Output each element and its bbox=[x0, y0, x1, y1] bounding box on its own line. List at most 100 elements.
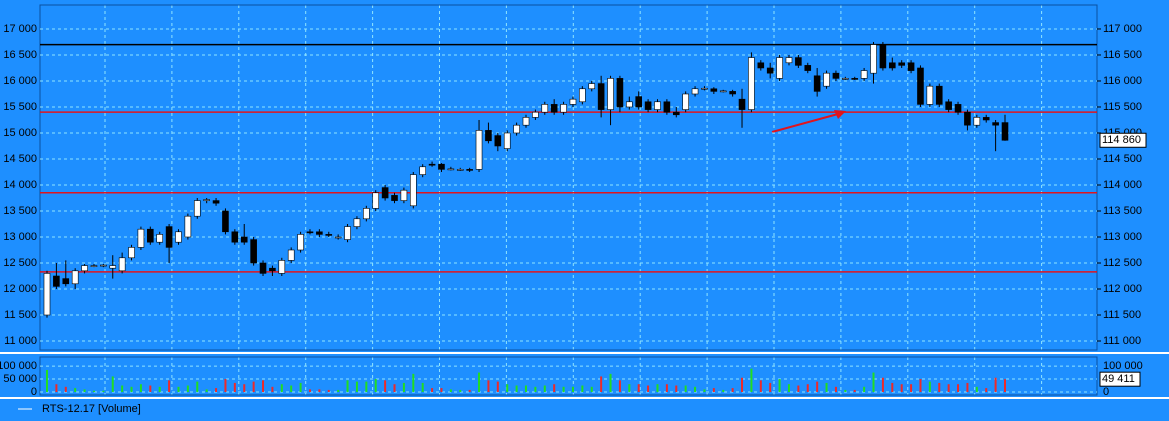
candle-body bbox=[90, 265, 98, 267]
volume-bar bbox=[168, 380, 171, 392]
volume-bar bbox=[449, 389, 452, 392]
candle-body bbox=[184, 215, 192, 238]
volume-bar bbox=[355, 381, 358, 392]
volume-bar bbox=[994, 377, 997, 392]
volume-bar bbox=[318, 389, 321, 392]
candle-body bbox=[381, 187, 389, 199]
volume-bar bbox=[186, 385, 189, 392]
candle-body bbox=[776, 57, 783, 79]
volume-bar bbox=[74, 388, 77, 392]
y2-tick-label: 115 500 bbox=[1103, 101, 1142, 113]
y2-tick-label: 113 500 bbox=[1103, 205, 1142, 217]
y2-tick-label: 114 500 bbox=[1103, 153, 1142, 165]
last-price-label: 114 860 bbox=[1102, 134, 1141, 146]
candle-body bbox=[579, 88, 586, 103]
y-tick-label: 16 000 bbox=[3, 75, 37, 87]
volume-bar bbox=[919, 379, 922, 392]
candle-body bbox=[832, 72, 840, 79]
volume-bar bbox=[271, 386, 274, 392]
candle-body bbox=[494, 135, 502, 147]
candle-body bbox=[485, 130, 492, 142]
volume-bar bbox=[280, 384, 283, 392]
volume-bar bbox=[637, 384, 640, 392]
candle-body bbox=[626, 101, 633, 108]
annotation-arrow bbox=[771, 113, 839, 133]
candle-body bbox=[231, 231, 239, 243]
candle-body bbox=[222, 210, 229, 233]
y-tick-label: 12 000 bbox=[3, 283, 37, 295]
volume-bar bbox=[412, 373, 415, 392]
candle-body bbox=[842, 78, 849, 80]
candle-body bbox=[691, 88, 699, 95]
volume-bar bbox=[731, 388, 734, 392]
candle-body bbox=[363, 208, 370, 220]
y-tick-label: 17 000 bbox=[3, 23, 37, 35]
candle-body bbox=[588, 83, 596, 90]
candle-body bbox=[607, 78, 614, 110]
candle-body bbox=[879, 44, 887, 69]
candle-body bbox=[532, 111, 539, 118]
candle-body bbox=[804, 65, 812, 71]
volume-bar bbox=[496, 381, 499, 392]
candle-body bbox=[785, 57, 793, 64]
y-tick-label: 14 000 bbox=[3, 179, 37, 191]
candle-body bbox=[851, 78, 859, 80]
volume-bar bbox=[900, 384, 903, 392]
y2-tick-label: 112 000 bbox=[1103, 283, 1142, 295]
last-volume-label: 49 411 bbox=[1102, 373, 1135, 385]
y2-tick-label: 114 000 bbox=[1103, 179, 1142, 191]
candle-body bbox=[438, 163, 445, 170]
candle-body bbox=[973, 117, 981, 126]
candle-body bbox=[569, 98, 577, 105]
y2-tick-label: 116 000 bbox=[1103, 75, 1142, 87]
y-tick-label: 15 000 bbox=[3, 127, 37, 139]
volume-bar bbox=[525, 385, 527, 392]
volume-bar bbox=[196, 381, 199, 392]
volume-bar bbox=[600, 376, 603, 392]
candle-body bbox=[409, 174, 417, 207]
volume-bar bbox=[365, 381, 368, 392]
candle-body bbox=[297, 234, 304, 251]
plot-frame bbox=[39, 4, 1098, 351]
candle-body bbox=[672, 111, 680, 116]
volume-bar bbox=[252, 381, 255, 392]
candle-body bbox=[428, 163, 436, 166]
volume-bar bbox=[816, 381, 819, 392]
candle-body bbox=[419, 166, 426, 175]
volume-bar bbox=[337, 389, 340, 392]
volume-bar bbox=[402, 382, 405, 392]
candle-body bbox=[156, 234, 164, 243]
last-price-box bbox=[1099, 132, 1147, 148]
candle-body bbox=[954, 104, 962, 113]
volume-bar bbox=[139, 384, 142, 392]
candle-body bbox=[823, 72, 830, 87]
volume-bar bbox=[647, 385, 650, 392]
volume-bar bbox=[543, 385, 546, 392]
volume-bar bbox=[797, 385, 800, 392]
candle-body bbox=[456, 169, 464, 171]
volume-bar bbox=[863, 386, 866, 392]
candle-body bbox=[766, 67, 774, 74]
candle-body bbox=[269, 267, 276, 272]
y-tick-label: 0 bbox=[31, 386, 37, 398]
volume-bar bbox=[506, 384, 509, 392]
y-tick-label: 13 500 bbox=[3, 205, 37, 217]
candle-body bbox=[917, 67, 924, 105]
volume-bar bbox=[571, 386, 574, 392]
candle-body bbox=[325, 234, 333, 236]
volume-bar bbox=[694, 386, 697, 392]
candle-body bbox=[372, 192, 380, 209]
volume-bar bbox=[853, 389, 856, 392]
candle-body bbox=[907, 62, 915, 71]
volume-bar bbox=[158, 386, 161, 392]
y2-tick-label: 100 000 bbox=[1103, 360, 1143, 372]
volume-bar bbox=[665, 384, 668, 392]
candle-body bbox=[278, 260, 286, 274]
volume-bar bbox=[233, 382, 236, 392]
candle-body bbox=[860, 70, 868, 79]
volume-bar bbox=[985, 388, 988, 392]
candle-body bbox=[62, 278, 70, 285]
candle-body bbox=[541, 104, 549, 113]
volume-bar bbox=[881, 377, 884, 392]
candle-body bbox=[982, 117, 990, 121]
